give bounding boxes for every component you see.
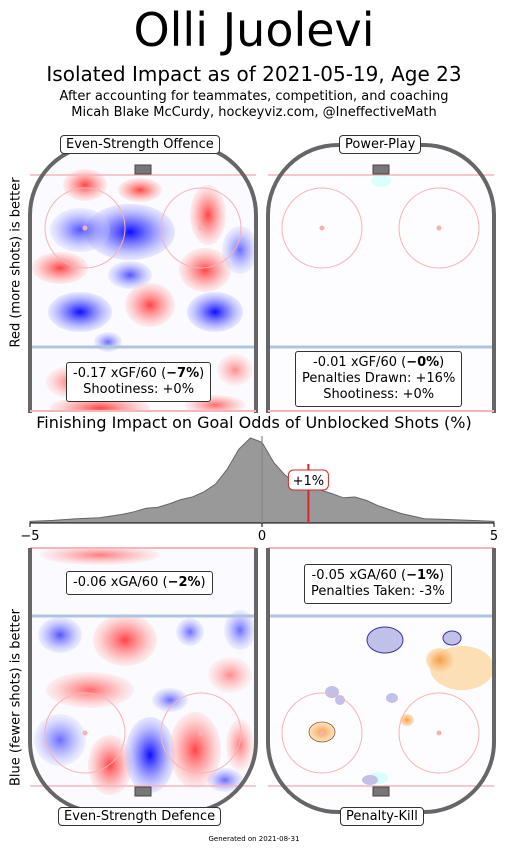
chart-subtitle: Isolated Impact as of 2021-05-19, Age 23 — [46, 62, 462, 86]
x-tick-label: 5 — [490, 529, 498, 544]
method-note: After accounting for teammates, competit… — [59, 89, 449, 104]
penalty-kill-penalties-taken: Penalties Taken: -3% — [311, 584, 445, 599]
penalty-kill-stats: -0.05 xGA/60 (−1%) Penalties Taken: -3% — [304, 564, 452, 604]
penalty-kill-xg-text: -0.05 xGA/60 ( — [311, 568, 407, 583]
power-play-label: Power-Play — [339, 135, 422, 154]
ev-defence-xg-pct: −2% — [167, 575, 201, 590]
penalty-kill-label: Penalty-Kill — [340, 807, 424, 826]
player-name-title: Olli Juolevi — [133, 3, 375, 57]
ev-defence-rink — [28, 547, 258, 814]
ev-defence-label: Even-Strength Defence — [58, 807, 222, 826]
x-tick-label: −5 — [20, 529, 39, 544]
power-play-xg-pct: −0% — [406, 355, 440, 370]
ev-offence-shootiness: Shootiness: +0% — [83, 382, 195, 397]
power-play-xg-text: -0.01 xGF/60 ( — [313, 355, 407, 370]
power-play-stats: -0.01 xGF/60 (−0%) Penalties Drawn: +16%… — [295, 351, 463, 407]
finishing-chart-title: Finishing Impact on Goal Odds of Unblock… — [36, 413, 472, 432]
ev-defence-xg-close: ) — [200, 575, 206, 590]
power-play-penalties-drawn: Penalties Drawn: +16% — [302, 371, 456, 386]
marker-label: +1% — [287, 469, 329, 491]
ev-offence-xg-pct: −7% — [166, 366, 200, 381]
ev-defence-heatmap — [34, 548, 256, 795]
ev-offence-xg-close: ) — [199, 366, 205, 381]
marker-label-text: +1% — [293, 474, 325, 489]
penalty-kill-xg-close: ) — [439, 568, 445, 583]
power-play-xg-close: ) — [439, 355, 445, 370]
ev-offence-heatmap — [32, 169, 256, 410]
ev-defence-stats: -0.06 xGA/60 (−2%) — [66, 571, 213, 595]
credit-note: Micah Blake McCurdy, hockeyviz.com, @Ine… — [71, 105, 437, 120]
finishing-distribution-chart: −5 0 5 +1% — [20, 436, 498, 544]
x-tick-label: 0 — [258, 529, 266, 544]
ev-defence-xg-text: -0.06 xGA/60 ( — [73, 575, 168, 590]
penalty-kill-xg-pct: −1% — [406, 568, 440, 583]
power-play-shootiness: Shootiness: +0% — [323, 387, 435, 402]
ev-offence-label: Even-Strength Offence — [60, 135, 220, 154]
generated-footer: Generated on 2021-08-31 — [208, 835, 300, 843]
ev-offence-xg-text: -0.17 xGF/60 ( — [73, 366, 167, 381]
ev-offence-stats: -0.17 xGF/60 (−7%) Shootiness: +0% — [66, 362, 212, 402]
